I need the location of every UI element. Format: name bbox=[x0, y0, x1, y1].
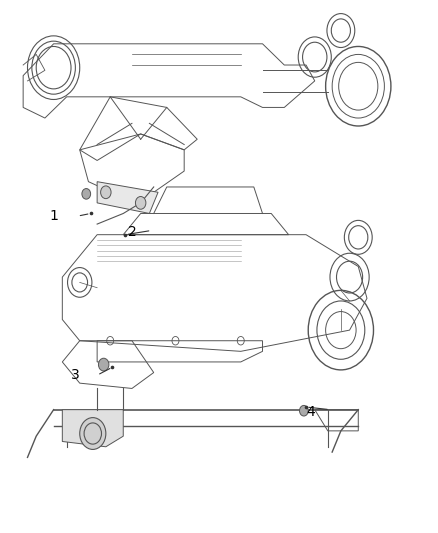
Circle shape bbox=[135, 197, 146, 209]
Polygon shape bbox=[97, 182, 158, 214]
Text: 2: 2 bbox=[127, 225, 136, 239]
Text: 1: 1 bbox=[49, 209, 58, 223]
Text: 3: 3 bbox=[71, 368, 80, 382]
Circle shape bbox=[82, 189, 91, 199]
Text: 4: 4 bbox=[306, 405, 315, 419]
Circle shape bbox=[99, 358, 109, 371]
Circle shape bbox=[101, 186, 111, 199]
Circle shape bbox=[80, 418, 106, 449]
Polygon shape bbox=[62, 410, 123, 447]
Circle shape bbox=[300, 406, 308, 416]
